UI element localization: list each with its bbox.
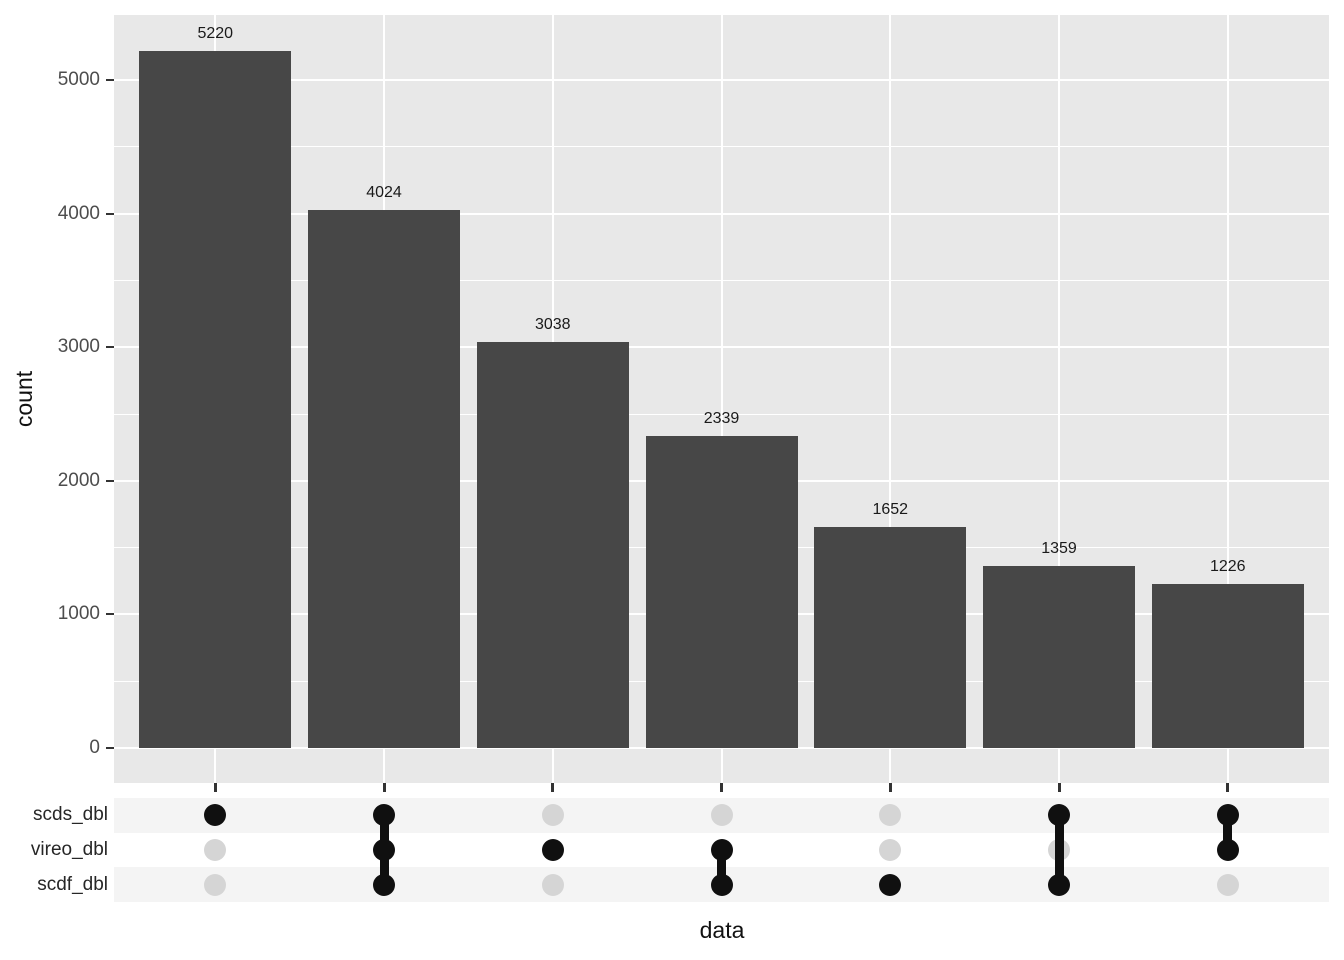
matrix-dot-inactive	[541, 873, 564, 896]
y-tick-label: 5000	[57, 69, 100, 90]
matrix-connector	[379, 815, 389, 885]
matrix-dot-active	[373, 804, 395, 827]
bar-value-label: 3038	[534, 316, 571, 334]
bar	[476, 342, 629, 748]
x-axis-tick	[213, 783, 217, 792]
bar	[645, 435, 798, 748]
matrix-dot-active	[1216, 804, 1239, 827]
matrix-dot-active	[204, 804, 227, 827]
matrix-dot-active	[1216, 839, 1239, 862]
bar-value-label: 2339	[703, 409, 740, 427]
matrix-connector	[717, 850, 726, 885]
y-axis-tick	[106, 747, 114, 749]
y-tick-label: 0	[89, 737, 100, 758]
y-axis-tick	[106, 346, 114, 349]
matrix-dot-inactive	[879, 839, 902, 862]
matrix-row-stripe	[114, 867, 1329, 903]
matrix-connector	[1223, 815, 1233, 851]
set-label: scdf_dbl	[37, 873, 108, 895]
bar-value-label: 1226	[1209, 558, 1246, 576]
y-tick-label: 2000	[57, 469, 100, 491]
matrix-dot-active	[710, 873, 733, 896]
matrix-dot-inactive	[879, 804, 902, 827]
bar	[814, 527, 967, 748]
bar	[139, 50, 292, 748]
y-tick-label: 3000	[57, 336, 100, 358]
x-axis-tick	[382, 783, 386, 792]
matrix-dot-inactive	[1048, 839, 1070, 862]
y-axis-tick	[106, 212, 114, 215]
x-axis-tick	[888, 783, 892, 792]
matrix-dot-active	[541, 839, 564, 862]
grid-major-v	[720, 15, 723, 783]
grid-major-v	[889, 15, 892, 783]
bar-value-label: 1652	[872, 501, 909, 519]
bar-value-label: 1359	[1041, 540, 1077, 558]
matrix-dot-inactive	[204, 873, 227, 896]
matrix-connector	[1054, 815, 1064, 885]
matrix-dot-active	[373, 873, 395, 896]
x-axis-tick	[551, 783, 555, 792]
y-axis-tick	[106, 613, 114, 616]
matrix-dot-inactive	[1216, 873, 1239, 896]
matrix-dot-inactive	[204, 839, 227, 862]
matrix-dot-active	[373, 839, 395, 862]
y-tick-label: 4000	[57, 202, 100, 224]
set-label: scds_dbl	[33, 804, 108, 826]
grid-major-v	[1226, 15, 1229, 783]
y-tick-label: 1000	[57, 603, 100, 625]
matrix-dot-inactive	[710, 804, 733, 827]
matrix-row-stripe	[114, 798, 1329, 833]
x-axis-tick	[1226, 783, 1230, 792]
matrix-dot-active	[1048, 804, 1070, 827]
set-label: vireo_dbl	[30, 839, 108, 861]
x-axis-tick	[720, 783, 723, 792]
bar	[1151, 584, 1304, 748]
bar	[308, 210, 460, 748]
bar-value-label: 4024	[366, 184, 402, 202]
bar-value-label: 5220	[197, 24, 234, 42]
x-axis-title: data	[699, 917, 745, 943]
bar	[983, 566, 1135, 748]
matrix-dot-active	[1048, 873, 1070, 896]
matrix-dot-active	[879, 873, 902, 896]
matrix-dot-inactive	[541, 804, 564, 827]
plot-panel	[114, 15, 1329, 783]
y-axis-tick	[106, 79, 114, 81]
matrix-dot-active	[710, 839, 733, 862]
grid-major-v	[1058, 15, 1060, 783]
y-axis-tick	[106, 479, 114, 482]
x-axis-tick	[1057, 783, 1061, 792]
